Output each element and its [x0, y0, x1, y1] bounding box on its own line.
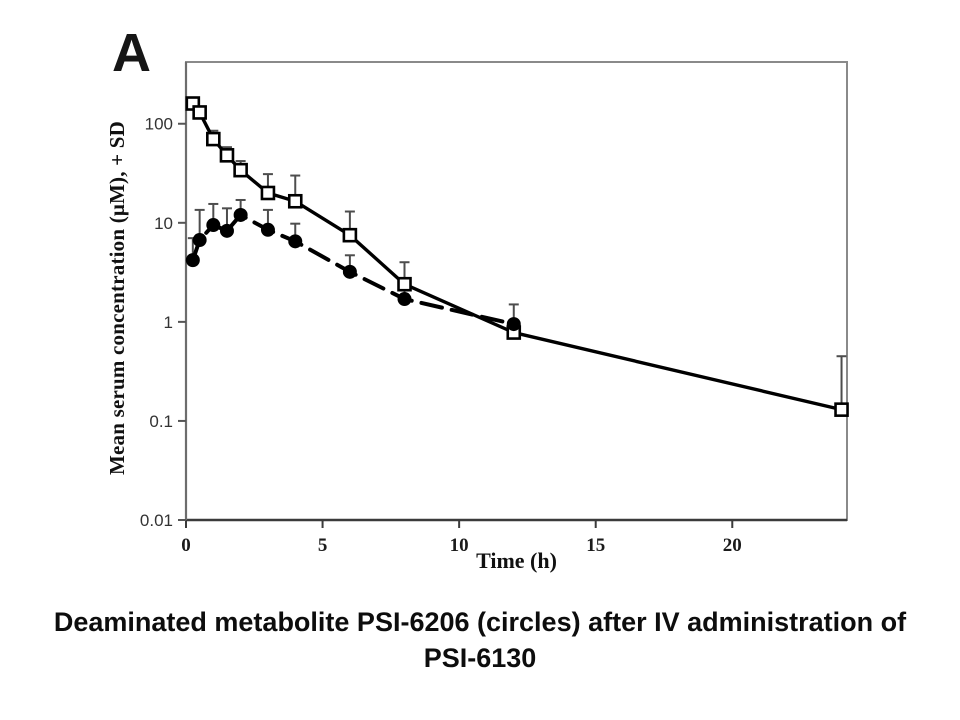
x-tick-label: 5 [318, 535, 328, 556]
open-square-marker [219, 148, 235, 163]
series-line-filled-circle [190, 212, 516, 327]
figure-caption: Deaminated metabolite PSI-6206 (circles)… [10, 604, 950, 676]
filled-circle-marker [288, 234, 303, 249]
x-tick-label: 20 [723, 535, 742, 556]
y-tick-label: 1 [164, 313, 173, 332]
x-tick-label: 10 [450, 535, 469, 556]
x-tick-label: 15 [586, 535, 605, 556]
caption-line-2: PSI-6130 [423, 643, 537, 673]
open-square-marker [342, 227, 358, 243]
panel-label: A [112, 23, 151, 83]
filled-circle-marker [506, 317, 521, 332]
open-square-marker [397, 276, 412, 292]
filled-circle-marker [260, 222, 275, 237]
filled-circle-marker [185, 253, 200, 268]
concentration-time-chart: 0 5 10 15 20 100 10 1 0.1 0.01 [140, 61, 849, 556]
open-square-marker [233, 162, 248, 178]
filled-circle-marker [233, 207, 248, 222]
open-square-marker [260, 185, 276, 201]
caption-line-1: Deaminated metabolite PSI-6206 (circles)… [53, 607, 907, 637]
x-tick-label: 0 [181, 535, 191, 556]
plot-border [185, 61, 848, 521]
open-square-marker [287, 193, 303, 209]
filled-circle-marker [219, 223, 234, 238]
y-tick-label: 0.1 [149, 412, 173, 431]
filled-circle-marker [397, 292, 412, 307]
y-tick-label: 10 [154, 214, 173, 233]
open-square-marker [834, 402, 849, 417]
open-square-marker [206, 131, 221, 147]
filled-circle-marker [206, 218, 221, 233]
open-square-marker [192, 105, 207, 120]
filled-circle-marker [342, 264, 357, 279]
x-axis-title: Time (h) [476, 548, 557, 573]
y-tick-label: 100 [145, 115, 173, 134]
filled-circle-marker [192, 233, 207, 248]
y-tick-label: 0.01 [140, 511, 173, 530]
series-line-open-square [191, 101, 844, 412]
